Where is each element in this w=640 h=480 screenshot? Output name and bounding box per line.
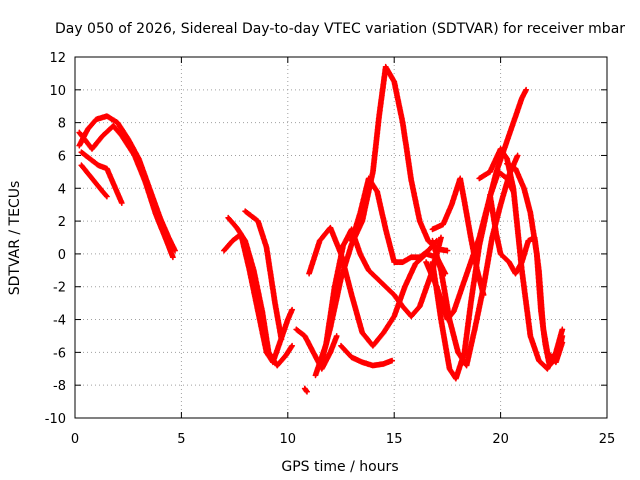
axis-ticks: -10 -8 -6 -4 -2 0 2 4 6 8 10 12 0 5 10 15 20 25 xyxy=(45,51,616,447)
series-track-3 xyxy=(78,162,110,200)
series-markers xyxy=(429,175,487,298)
series-markers xyxy=(225,214,296,369)
series-markers xyxy=(78,149,125,206)
x-tick-label: 5 xyxy=(177,432,185,447)
y-tick-label: -4 xyxy=(53,314,66,329)
y-tick-label: 2 xyxy=(58,215,66,230)
series-markers xyxy=(301,385,310,395)
series-track-13 xyxy=(348,175,440,266)
series-markers xyxy=(504,160,566,369)
series-track-21 xyxy=(504,160,566,369)
y-tick-label: 4 xyxy=(58,182,66,197)
x-tick-label: 15 xyxy=(386,432,403,447)
series-track-14 xyxy=(301,385,310,395)
series-track-11 xyxy=(312,226,444,379)
grid xyxy=(75,57,607,418)
y-tick-label: -6 xyxy=(53,346,66,361)
series-track-7 xyxy=(242,208,285,343)
series-track-2 xyxy=(76,122,176,261)
y-tick-label: 8 xyxy=(58,117,66,132)
y-tick-label: 12 xyxy=(49,51,66,66)
series-track-18 xyxy=(429,175,487,298)
y-tick-label: -10 xyxy=(45,412,66,427)
series-markers xyxy=(76,122,176,261)
series-markers xyxy=(242,208,285,343)
series-track-4 xyxy=(78,149,125,206)
plot-frame xyxy=(74,56,608,419)
series-markers xyxy=(312,226,444,379)
series-markers xyxy=(338,342,396,369)
series-markers xyxy=(348,175,440,266)
y-tick-label: -8 xyxy=(53,379,66,394)
x-tick-label: 10 xyxy=(280,432,297,447)
y-tick-label: 6 xyxy=(58,149,66,164)
series-markers xyxy=(293,326,340,372)
y-tick-label: 10 xyxy=(49,84,66,99)
x-tick-label: 25 xyxy=(599,432,616,447)
y-tick-label: 0 xyxy=(58,248,66,263)
series-track-8 xyxy=(293,326,340,372)
y-tick-label: -2 xyxy=(53,281,66,296)
series-markers xyxy=(78,162,110,200)
x-tick-label: 20 xyxy=(492,432,509,447)
series-track-12 xyxy=(338,342,396,369)
plot-area xyxy=(76,63,566,395)
series-track-6 xyxy=(225,214,296,369)
x-tick-label: 0 xyxy=(71,432,79,447)
chart-title: Day 050 of 2026, Sidereal Day-to-day VTE… xyxy=(55,21,625,37)
y-axis-label: SDTVAR / TECUs xyxy=(7,181,23,296)
x-axis-label: GPS time / hours xyxy=(281,459,398,475)
